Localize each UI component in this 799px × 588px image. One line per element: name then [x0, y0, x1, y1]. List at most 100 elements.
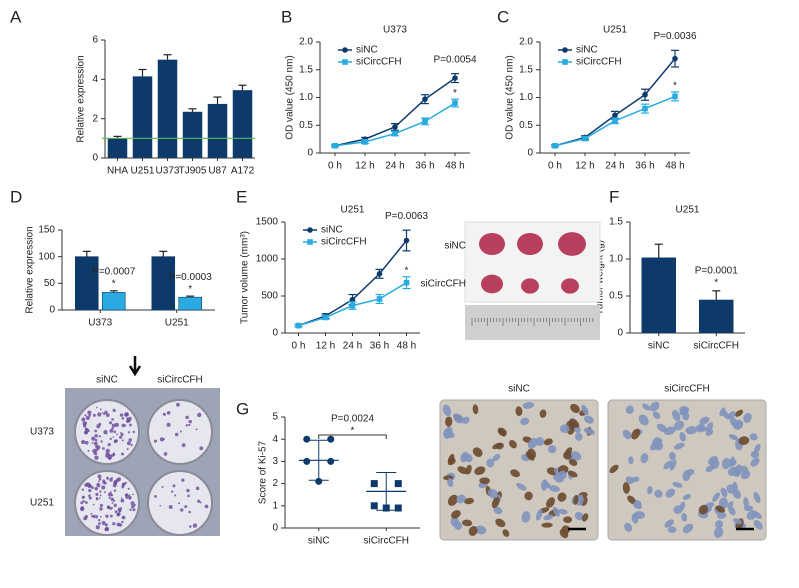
colony [127, 418, 131, 423]
y-tick-label: 0 [272, 328, 278, 339]
nucleus [581, 404, 589, 416]
y-tick-label: 0 [617, 328, 623, 339]
marker [332, 142, 338, 149]
colony [104, 410, 108, 415]
colony [178, 502, 181, 505]
colony [121, 423, 126, 428]
bar [182, 111, 203, 158]
colony [92, 514, 97, 519]
tumor [479, 232, 505, 256]
nucleus [740, 470, 751, 480]
nucleus [654, 489, 663, 498]
nucleus [445, 416, 453, 427]
legend-label: siCircCFH [321, 237, 367, 248]
x-tick-label: 48 h [397, 341, 416, 352]
colony [104, 523, 108, 527]
colony [88, 485, 91, 487]
y-tick-label: 1000 [256, 254, 279, 265]
nucleus [447, 478, 454, 487]
colony [92, 503, 95, 506]
colony [99, 507, 103, 511]
colony [185, 415, 189, 420]
colony [120, 432, 124, 437]
tumor [558, 232, 586, 256]
colony [124, 412, 129, 417]
colony [113, 503, 117, 508]
p-value: P=0.0024 [331, 414, 375, 425]
colony [95, 445, 99, 449]
x-tick-label: TJ905 [179, 166, 207, 177]
colony [168, 505, 173, 509]
colony [96, 424, 101, 429]
nucleus [685, 426, 698, 435]
x-tick-label: 48 h [665, 161, 684, 172]
x-tick-label: 24 h [605, 161, 624, 172]
bar [157, 59, 178, 158]
x-tick-label: 0 h [548, 161, 562, 172]
marker [307, 227, 313, 233]
y-axis-label: Score of Ki-57 [258, 440, 269, 504]
x-tick-label: A172 [231, 166, 255, 177]
x-tick-label: NHA [107, 166, 128, 177]
nucleus [574, 511, 584, 521]
colony [108, 421, 112, 425]
y-tick-label: 0 [92, 153, 98, 164]
colony [116, 433, 118, 436]
colony [129, 423, 132, 427]
colony [120, 498, 125, 503]
nucleus [665, 488, 676, 498]
nucleus [712, 492, 721, 502]
marker [370, 502, 378, 510]
bar [641, 257, 676, 333]
x-tick-label: U373 [156, 166, 180, 177]
marker [642, 105, 648, 112]
nucleus [492, 453, 501, 462]
nucleus [571, 451, 582, 461]
colony [105, 432, 108, 435]
nucleus [750, 457, 760, 467]
colony [111, 423, 116, 428]
marker [327, 435, 335, 443]
y-tick-label: 150 [38, 225, 55, 236]
colony [97, 474, 102, 479]
colony [132, 508, 136, 512]
nucleus [673, 442, 685, 450]
nucleus [753, 520, 763, 530]
nucleus [582, 513, 589, 522]
line [554, 58, 676, 147]
colony [100, 408, 102, 411]
y-tick-label: 2 [272, 478, 278, 489]
nucleus [497, 427, 507, 437]
bar [151, 256, 176, 311]
colony [121, 520, 124, 524]
y-axis-label: Tumor volume (mm³) [240, 231, 251, 324]
colony [118, 509, 122, 513]
x-tick-label: U87 [208, 166, 227, 177]
nucleus [535, 509, 543, 521]
chart-title: U251 [676, 205, 700, 216]
colony [81, 496, 84, 499]
colony [129, 508, 132, 512]
colony [184, 505, 188, 509]
x-tick-label: 36 h [415, 161, 434, 172]
colony [112, 436, 115, 438]
colony [127, 431, 131, 434]
colony [79, 506, 85, 512]
colony [188, 419, 192, 424]
y-tick-label: 1500 [256, 217, 279, 228]
tumor [517, 232, 543, 256]
marker [392, 124, 398, 130]
nucleus [651, 438, 662, 448]
nucleus [541, 522, 553, 528]
colony [162, 412, 166, 416]
y-axis-label: OD value (450 nm) [505, 55, 516, 139]
nucleus [574, 432, 583, 441]
colony [163, 452, 168, 456]
colony [82, 500, 85, 503]
colony [192, 523, 198, 528]
y-tick-label: 3 [272, 456, 278, 467]
nucleus [453, 521, 463, 530]
nucleus [559, 528, 569, 539]
nucleus [719, 407, 726, 417]
